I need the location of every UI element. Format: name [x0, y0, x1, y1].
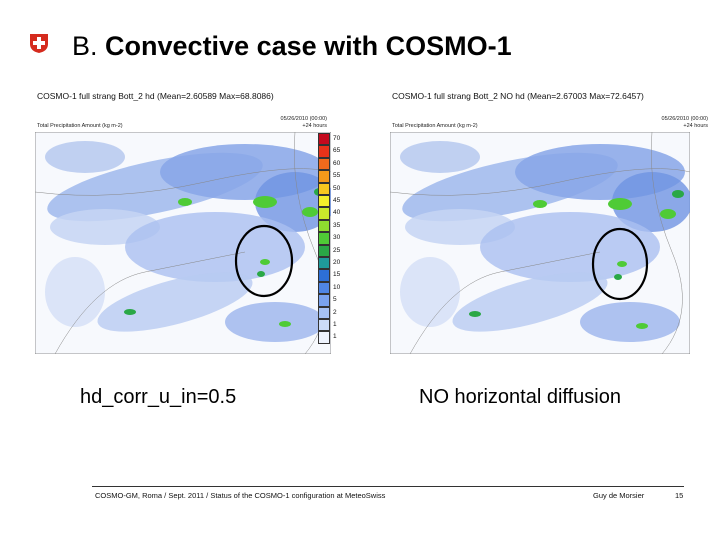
colorbar-label: 1 — [333, 333, 337, 341]
colorbar-swatch — [318, 182, 330, 195]
footer-divider — [92, 486, 684, 487]
colorbar-swatch — [318, 294, 330, 307]
colorbar-label: 35 — [333, 221, 341, 229]
precip-panel-no-hd: COSMO-1 full strang Bott_2 NO hd (Mean=2… — [390, 88, 710, 358]
swiss-cross-icon — [30, 34, 48, 53]
panel-date-value: 05/26/2010 (00:00) — [280, 116, 327, 122]
colorbar-label: 45 — [333, 197, 341, 204]
colorbar-label: 10 — [333, 283, 341, 291]
footer-text: COSMO-GM, Roma / Sept. 2011 / Status of … — [95, 491, 386, 500]
panel-date-value: 05/26/2010 (00:00) — [661, 116, 708, 122]
colorbar-swatch — [318, 244, 330, 257]
colorbar-swatch — [318, 157, 330, 171]
colorbar-swatch — [318, 145, 330, 158]
colorbar-label: 15 — [333, 271, 341, 279]
panel-subtitle: Total Precipitation Amount (kg m-2) — [37, 123, 123, 129]
panel-date: 05/26/2010 (00:00) +24 hours — [662, 116, 708, 130]
colorbar-swatch — [318, 133, 330, 146]
colorbar-swatch — [318, 232, 330, 245]
panel-lead-time: +24 hours — [302, 123, 327, 129]
colorbar-swatch — [318, 257, 330, 270]
precip-map-no-hd — [390, 132, 690, 354]
slide-title: B. Convective case with COSMO-1 — [72, 30, 512, 62]
title-prefix: B. — [72, 31, 98, 61]
page-number: 15 — [675, 491, 684, 500]
colorbar-label: 70 — [333, 135, 341, 142]
colorbar-swatch — [318, 170, 330, 183]
panel-title: COSMO-1 full strang Bott_2 hd (Mean=2.60… — [37, 91, 274, 101]
caption-hd: hd_corr_u_in=0.5 — [80, 386, 237, 408]
footer-author: Guy de Morsier — [593, 491, 645, 500]
caption-no-hd: NO horizontal diffusion — [419, 386, 621, 408]
colorbar-label: 65 — [333, 147, 341, 155]
colorbar-label: 30 — [333, 234, 341, 242]
colorbar-swatch — [318, 331, 330, 344]
colorbar-label: 25 — [333, 246, 341, 254]
colorbar-label: 55 — [333, 172, 341, 180]
colorbar-label: 40 — [333, 209, 341, 217]
panel-date: 05/26/2010 (00:00) +24 hours — [281, 116, 327, 130]
colorbar-swatch — [318, 219, 330, 233]
precip-colorbar: 70 65 60 55 50 45 40 35 30 25 20 15 10 5… — [318, 133, 356, 353]
colorbar-label: 1 — [333, 321, 337, 328]
colorbar-label: 2 — [333, 308, 337, 316]
colorbar-swatch — [318, 319, 330, 332]
colorbar-label: 20 — [333, 259, 341, 266]
precip-map-hd — [35, 132, 331, 354]
colorbar-swatch — [318, 306, 330, 319]
colorbar-swatch — [318, 281, 330, 295]
colorbar-label: 60 — [333, 159, 341, 167]
colorbar-label: 50 — [333, 184, 341, 192]
colorbar-swatch — [318, 269, 330, 282]
colorbar-swatch — [318, 195, 330, 208]
panel-subtitle: Total Precipitation Amount (kg m-2) — [392, 123, 478, 129]
panel-lead-time: +24 hours — [683, 123, 708, 129]
panel-title: COSMO-1 full strang Bott_2 NO hd (Mean=2… — [392, 91, 644, 101]
precip-panel-hd: COSMO-1 full strang Bott_2 hd (Mean=2.60… — [35, 88, 355, 358]
colorbar-swatch — [318, 207, 330, 220]
colorbar-label: 5 — [333, 296, 337, 304]
title-main: Convective case with COSMO-1 — [105, 31, 512, 61]
